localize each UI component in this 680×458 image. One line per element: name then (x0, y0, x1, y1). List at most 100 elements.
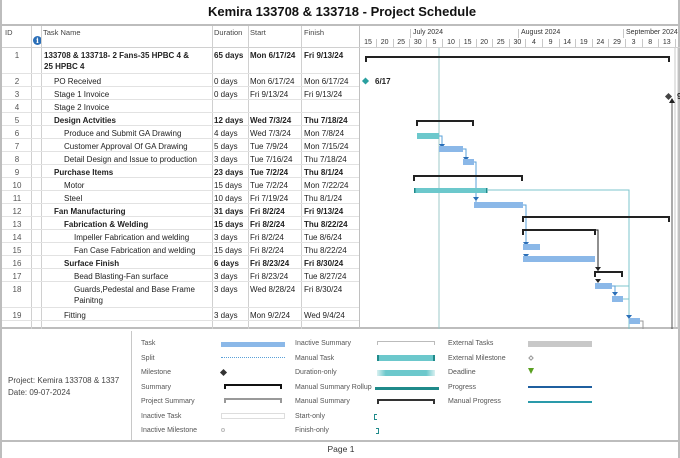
summary-bar-design[interactable] (416, 120, 474, 126)
task-bar-steel[interactable] (474, 202, 523, 208)
table-row[interactable]: 4 Stage 2 Invoice (2, 100, 359, 113)
table-row[interactable]: 13 Fabrication & Welding 15 days Fri 8/2/24… (2, 217, 359, 230)
row-start[interactable]: Fri 7/19/24 (250, 194, 289, 203)
row-start[interactable]: Fri 8/2/24 (250, 246, 284, 255)
row-duration[interactable]: 5 days (214, 142, 238, 151)
row-start[interactable]: Fri 8/2/24 (250, 220, 285, 229)
row-finish[interactable]: Thu 8/1/24 (304, 194, 343, 203)
row-start[interactable]: Tue 7/9/24 (250, 142, 288, 151)
row-finish[interactable]: Fri 8/30/24 (304, 259, 344, 268)
row-task-name[interactable]: Motor (64, 181, 85, 190)
row-task-name[interactable]: Bead Blasting-Fan surface (74, 272, 169, 281)
row-finish[interactable]: Tue 8/6/24 (304, 233, 342, 242)
manual-bar-produce-ga[interactable] (417, 133, 439, 139)
row-finish[interactable]: Thu 8/1/24 (304, 168, 344, 177)
row-task-name[interactable]: Steel (64, 194, 83, 203)
row-duration[interactable]: 3 days (214, 311, 238, 320)
task-bar-guards-painting[interactable] (612, 296, 623, 302)
table-row[interactable]: 17 Bead Blasting-Fan surface 3 days Fri 8/2… (2, 269, 359, 282)
row-start[interactable]: Tue 7/2/24 (250, 168, 289, 177)
row-task-name[interactable]: Stage 1 Invoice (54, 90, 110, 99)
milestone-po-received[interactable]: 6/17 (361, 77, 391, 86)
table-row[interactable]: 16 Surface Finish 6 days Fri 8/23/24 Fri 8/3… (2, 256, 359, 269)
row-start[interactable]: Wed 7/3/24 (250, 129, 291, 138)
row-duration[interactable]: 15 days (214, 181, 243, 190)
table-row[interactable]: 12 Fan Manufacturing 31 days Fri 8/2/24 Fri … (2, 204, 359, 217)
table-row[interactable]: 19 Fitting 3 days Mon 9/2/24 Wed 9/4/24 (2, 308, 359, 321)
row-task-name[interactable]: Customer Approval Of GA Drawing (64, 142, 188, 151)
row-duration[interactable]: 15 days (214, 220, 244, 229)
row-finish[interactable]: Fri 9/13/24 (304, 51, 344, 60)
row-duration[interactable]: 3 days (214, 155, 238, 164)
row-start[interactable]: Tue 7/2/24 (250, 181, 288, 190)
row-task-name[interactable]: Design Actvities (54, 116, 116, 125)
row-finish[interactable]: Fri 9/13/24 (304, 90, 343, 99)
row-duration[interactable]: 15 days (214, 246, 243, 255)
task-bar-fan-case[interactable] (523, 256, 595, 262)
table-row[interactable]: 3 Stage 1 Invoice 0 days Fri 9/13/24 Fri 9/1… (2, 87, 359, 100)
row-finish[interactable]: Mon 6/17/24 (304, 77, 349, 86)
task-bar-detail-design[interactable] (463, 159, 474, 165)
row-start[interactable]: Mon 6/17/24 (250, 51, 296, 60)
row-start[interactable]: Fri 8/2/24 (250, 207, 285, 216)
summary-bar-purchase[interactable] (413, 175, 523, 181)
task-bar-bead-blasting[interactable] (595, 283, 612, 289)
row-start[interactable]: Fri 8/2/24 (250, 233, 284, 242)
row-task-name[interactable]: Produce and Submit GA Drawing (64, 129, 182, 138)
summary-bar-surface-finish[interactable] (594, 271, 623, 277)
table-row[interactable]: 10 Motor 15 days Tue 7/2/24 Mon 7/22/24 (2, 178, 359, 191)
row-task-name[interactable]: PO Received (54, 77, 102, 86)
row-task-name[interactable]: Surface Finish (64, 259, 120, 268)
row-finish[interactable]: Mon 7/22/24 (304, 181, 349, 190)
row-task-name[interactable]: Fitting (64, 311, 86, 320)
row-task-name[interactable]: Fan Manufacturing (54, 207, 126, 216)
row-finish[interactable]: Fri 8/30/24 (304, 285, 343, 294)
milestone-stage-1-invoice[interactable]: 9 (664, 92, 680, 329)
row-task-name[interactable]: Impeller Fabrication and welding (74, 233, 190, 242)
row-start[interactable]: Wed 7/3/24 (250, 116, 292, 125)
row-task-name[interactable]: Fan Case Fabrication and welding (74, 246, 196, 255)
row-duration[interactable]: 10 days (214, 194, 243, 203)
table-row[interactable]: 8 Detail Design and Issue to production 3 … (2, 152, 359, 165)
row-finish[interactable]: Tue 8/27/24 (304, 272, 347, 281)
table-row[interactable]: 5 Design Actvities 12 days Wed 7/3/24 Thu 7/… (2, 113, 359, 126)
table-row[interactable]: 11 Steel 10 days Fri 7/19/24 Thu 8/1/24 (2, 191, 359, 204)
summary-bar-fabrication[interactable] (522, 229, 599, 273)
row-task-name[interactable]: Guards,Pedestal and Base Frame Painitng (74, 285, 195, 305)
task-bar-customer-approval[interactable] (439, 146, 463, 152)
summary-bar-fan-manufacturing[interactable] (522, 216, 670, 222)
row-duration[interactable]: 23 days (214, 168, 244, 177)
task-bar-fitting[interactable] (629, 318, 640, 324)
table-row[interactable]: 2 PO Received 0 days Mon 6/17/24 Mon 6/17/24 (2, 74, 359, 87)
table-row[interactable]: 9 Purchase Items 23 days Tue 7/2/24 Thu 8/1/… (2, 165, 359, 178)
row-duration[interactable]: 31 days (214, 207, 244, 216)
row-task-name[interactable]: Stage 2 Invoice (54, 103, 110, 112)
row-duration[interactable]: 3 days (214, 233, 238, 242)
row-finish[interactable]: Fri 9/13/24 (304, 207, 344, 216)
row-finish[interactable]: Wed 9/4/24 (304, 311, 345, 320)
row-start[interactable]: Mon 9/2/24 (250, 311, 291, 320)
summary-bar-project[interactable] (365, 56, 670, 62)
table-row[interactable]: 18 Guards,Pedestal and Base Frame Painitng… (2, 282, 359, 308)
row-duration[interactable]: 4 days (214, 129, 238, 138)
table-row[interactable]: 7 Customer Approval Of GA Drawing 5 days Tu… (2, 139, 359, 152)
row-duration[interactable]: 12 days (214, 116, 244, 125)
row-finish[interactable]: Thu 8/22/24 (304, 220, 348, 229)
row-finish[interactable]: Mon 7/15/24 (304, 142, 349, 151)
row-finish[interactable]: Thu 7/18/24 (304, 155, 347, 164)
row-finish[interactable]: Thu 8/22/24 (304, 246, 347, 255)
row-duration[interactable]: 0 days (214, 90, 238, 99)
row-task-name[interactable]: 133708 & 133718- 2 Fans-35 HPBC 4 & 25 HP… (44, 51, 189, 71)
row-start[interactable]: Fri 8/23/24 (250, 259, 290, 268)
row-start[interactable]: Fri 9/13/24 (250, 90, 289, 99)
row-duration[interactable]: 6 days (214, 259, 239, 268)
row-finish[interactable]: Mon 7/8/24 (304, 129, 345, 138)
row-start[interactable]: Tue 7/16/24 (250, 155, 293, 164)
row-start[interactable]: Fri 8/23/24 (250, 272, 289, 281)
row-finish[interactable]: Thu 7/18/24 (304, 116, 348, 125)
row-task-name[interactable]: Detail Design and Issue to production (64, 155, 197, 164)
row-start[interactable]: Mon 6/17/24 (250, 77, 295, 86)
manual-bar-motor[interactable] (414, 188, 487, 193)
row-duration[interactable]: 3 days (214, 272, 238, 281)
table-row[interactable]: 15 Fan Case Fabrication and welding 15 day… (2, 243, 359, 256)
